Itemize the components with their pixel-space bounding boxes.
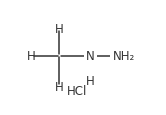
- Text: HCl: HCl: [67, 84, 87, 97]
- Text: NH₂: NH₂: [113, 50, 135, 63]
- Text: N: N: [86, 50, 95, 63]
- Text: H: H: [55, 80, 64, 93]
- Text: H: H: [55, 23, 64, 36]
- Text: H: H: [27, 50, 35, 63]
- Text: H: H: [86, 75, 95, 88]
